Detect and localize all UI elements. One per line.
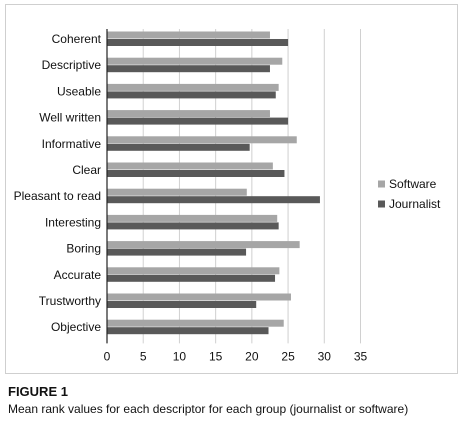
bar-software [107, 110, 270, 118]
x-tick-label: 15 [209, 349, 223, 363]
bar-software [107, 241, 300, 249]
bar-journalist [107, 170, 285, 177]
bar-journalist [107, 222, 279, 230]
bar-software [107, 214, 278, 222]
figure-caption: Mean rank values for each descriptor for… [8, 402, 409, 416]
bar-software [107, 136, 297, 144]
bar-journalist [107, 91, 276, 99]
bar-journalist [107, 327, 269, 335]
legend-swatch-software [378, 180, 385, 188]
bars [107, 31, 320, 335]
category-label: Well written [39, 111, 101, 125]
x-tick-label: 35 [354, 349, 368, 363]
legend-label-software: Software [389, 177, 437, 191]
category-label: Informative [42, 137, 102, 151]
category-label: Useable [57, 84, 101, 98]
x-tick-label: 20 [245, 349, 259, 363]
legend-label-journalist: Journalist [389, 197, 441, 211]
bar-software [107, 83, 279, 91]
bar-journalist [107, 248, 247, 256]
bar-software [107, 57, 283, 65]
category-label: Objective [51, 320, 101, 334]
x-tick-label: 10 [173, 349, 187, 363]
bar-software [107, 267, 280, 275]
bar-journalist [107, 274, 276, 282]
x-tick-label: 5 [140, 349, 147, 363]
legend: Software Journalist [378, 177, 441, 211]
figure-title: FIGURE 1 [8, 384, 68, 399]
category-label: Descriptive [42, 58, 102, 72]
chart-frame [5, 4, 458, 374]
bar-software [107, 188, 247, 196]
category-label: Accurate [54, 268, 102, 282]
category-label: Interesting [45, 215, 101, 229]
x-tick-labels: 0 5 10 15 20 25 30 35 [104, 349, 368, 363]
bar-software [107, 162, 273, 170]
bar-journalist [107, 65, 270, 73]
category-label: Pleasant to read [14, 189, 101, 203]
x-tick-label: 0 [104, 349, 111, 363]
bar-chart: Coherent Descriptive Useable Well written In… [14, 29, 441, 363]
category-labels: Coherent Descriptive Useable Well written In… [14, 32, 102, 334]
category-label: Coherent [52, 32, 102, 46]
bar-journalist [107, 39, 289, 46]
bar-journalist [107, 117, 289, 125]
bar-software [107, 319, 284, 327]
legend-swatch-journalist [378, 200, 385, 208]
category-label: Clear [72, 163, 101, 177]
category-label: Trustworthy [39, 294, 101, 308]
x-tick-label: 30 [318, 349, 332, 363]
bar-journalist [107, 301, 257, 308]
bar-journalist [107, 196, 320, 204]
bar-journalist [107, 143, 250, 151]
x-tick-label: 25 [281, 349, 295, 363]
grid-lines [142, 29, 361, 344]
bar-software [107, 293, 291, 301]
category-label: Boring [66, 242, 101, 256]
bar-software [107, 31, 270, 39]
